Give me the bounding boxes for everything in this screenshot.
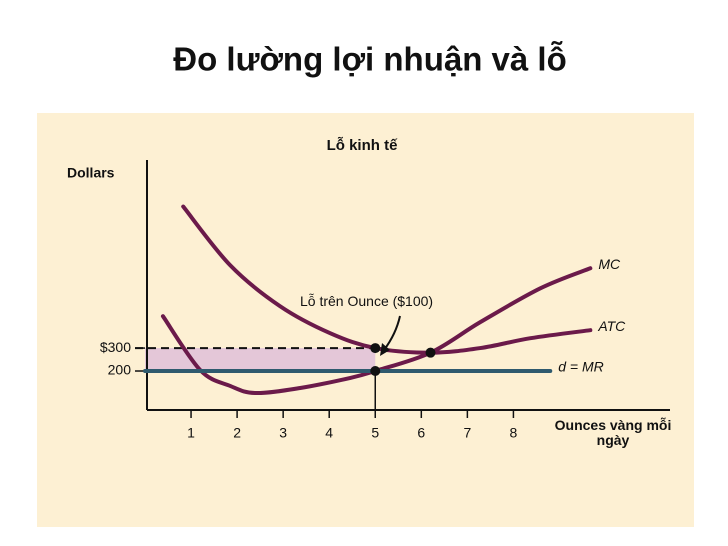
slide-title: Đo lường lợi nhuận và lỗ [173, 41, 567, 78]
point [370, 366, 381, 377]
loss-area [145, 348, 376, 372]
series-label: MC [598, 256, 621, 272]
y-tick-label: 200 [108, 362, 132, 378]
x-tick-label: 5 [371, 425, 379, 441]
x-tick-label: 4 [325, 425, 333, 441]
y-tick-label: $300 [100, 339, 131, 355]
x-tick-label: 7 [463, 425, 471, 441]
chart-title: Lỗ kinh tế [327, 137, 398, 154]
series-label: d = MR [558, 359, 604, 375]
arrow-head [380, 343, 390, 356]
point [370, 343, 381, 354]
x-tick-label: 6 [417, 425, 425, 441]
point [425, 347, 436, 358]
x-tick-label: 2 [233, 425, 241, 441]
x-tick-label: 3 [279, 425, 287, 441]
series-label: ATC [597, 318, 626, 334]
annotation: Lỗ trên Ounce ($100) [300, 293, 434, 309]
x-tick-label: 1 [187, 425, 195, 441]
series-line [160, 266, 593, 396]
panel [37, 113, 694, 527]
y-axis-label: Dollars [67, 165, 115, 181]
x-tick-label: 8 [510, 425, 518, 441]
x-axis-label: Ounces vàng mỗi ngày [554, 417, 672, 448]
